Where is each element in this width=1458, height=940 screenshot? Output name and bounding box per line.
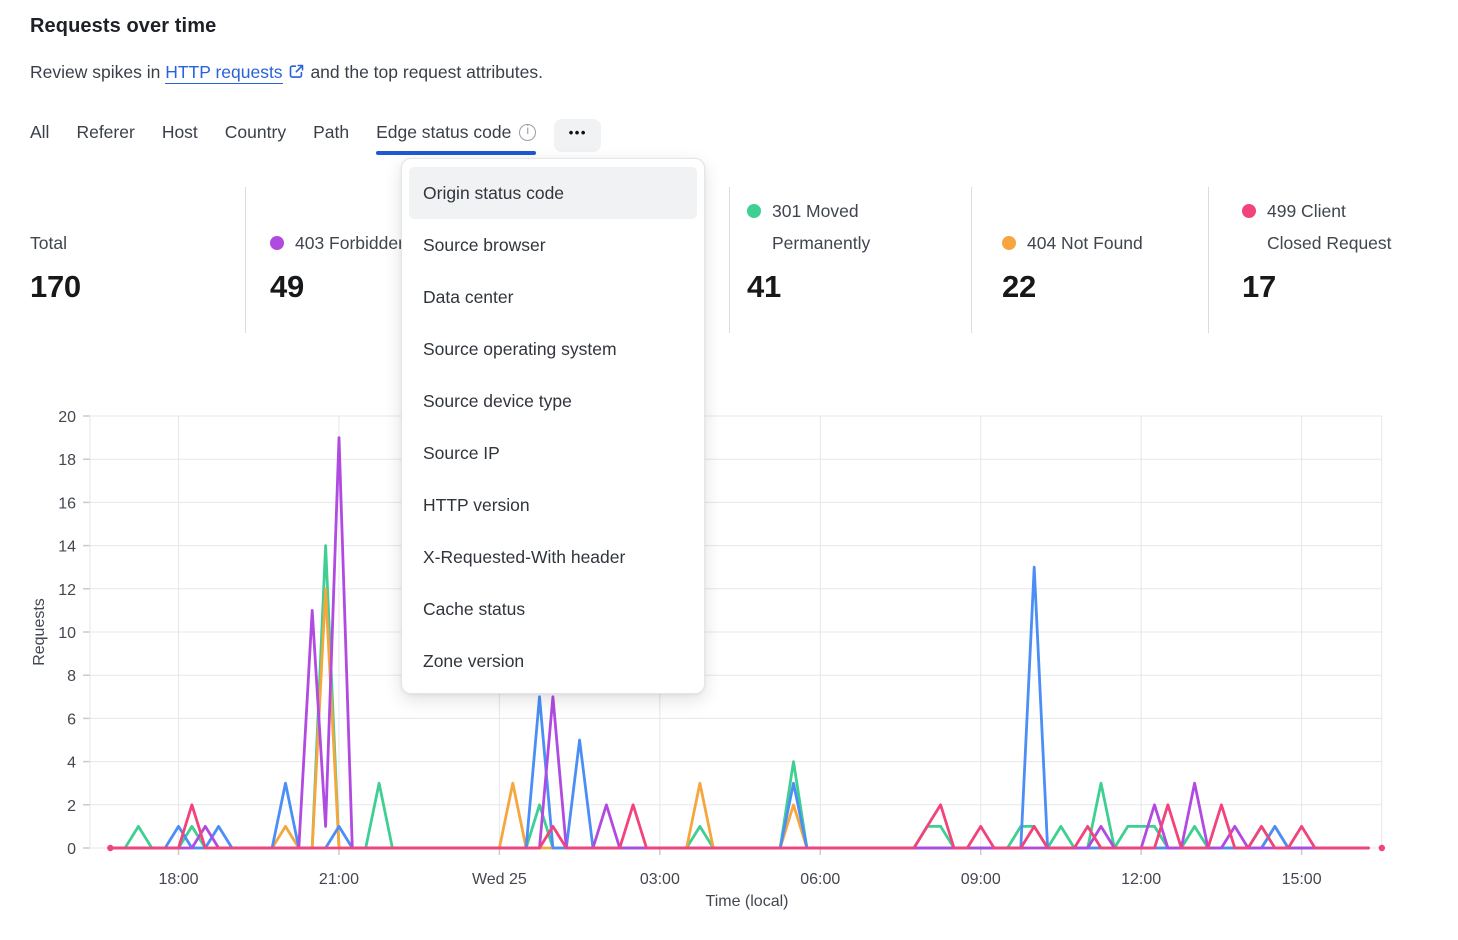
stat-label: 499 Client Closed Request bbox=[1267, 201, 1392, 253]
attribute-dropdown-menu: Origin status code Source browser Data c… bbox=[401, 158, 705, 694]
svg-text:6: 6 bbox=[67, 711, 76, 728]
external-link-icon bbox=[289, 63, 304, 84]
tab-host[interactable]: Host bbox=[161, 121, 198, 142]
info-icon[interactable] bbox=[519, 123, 537, 141]
svg-text:03:00: 03:00 bbox=[640, 871, 680, 888]
stat-label: Total bbox=[30, 233, 67, 253]
svg-text:06:00: 06:00 bbox=[800, 871, 840, 888]
svg-text:10: 10 bbox=[58, 625, 76, 642]
svg-text:14: 14 bbox=[58, 539, 76, 556]
svg-text:Time (local): Time (local) bbox=[706, 893, 789, 910]
stat-value: 49 bbox=[270, 269, 304, 304]
tab-edge-status-code[interactable]: Edge status code bbox=[376, 116, 537, 155]
stat-value: 170 bbox=[30, 269, 81, 304]
series-dot-icon bbox=[1242, 204, 1256, 218]
svg-text:12: 12 bbox=[58, 582, 76, 599]
stat-card-301-moved-permanently: 301 Moved Permanently 41 bbox=[747, 193, 870, 305]
svg-text:Requests: Requests bbox=[31, 598, 48, 666]
svg-text:21:00: 21:00 bbox=[319, 871, 359, 888]
svg-text:2: 2 bbox=[67, 798, 76, 815]
tab-country[interactable]: Country bbox=[224, 121, 287, 142]
svg-text:0: 0 bbox=[67, 841, 76, 858]
menu-item-zone-version[interactable]: Zone version bbox=[423, 650, 525, 671]
stat-card-403-forbidden: 403 Forbidden 49 bbox=[270, 193, 408, 305]
attribute-tabs-bar: All Referer Host Country Path Edge statu… bbox=[30, 116, 602, 155]
page-subtitle: Review spikes in HTTP requests and the t… bbox=[30, 62, 543, 84]
svg-text:12:00: 12:00 bbox=[1121, 871, 1161, 888]
svg-text:18:00: 18:00 bbox=[158, 871, 198, 888]
subtitle-suffix: and the top request attributes. bbox=[310, 62, 543, 82]
more-tabs-button[interactable]: ••• bbox=[554, 118, 602, 152]
page-title: Requests over time bbox=[30, 15, 217, 37]
svg-text:15:00: 15:00 bbox=[1282, 871, 1322, 888]
column-divider bbox=[971, 187, 972, 333]
stat-label: 301 Moved Permanently bbox=[772, 201, 871, 253]
series-dot-icon bbox=[747, 204, 761, 218]
column-divider bbox=[729, 187, 730, 333]
stat-label: 404 Not Found bbox=[1027, 233, 1143, 253]
menu-item-source-operating-system[interactable]: Source operating system bbox=[423, 338, 617, 359]
subtitle-prefix: Review spikes in bbox=[30, 62, 161, 82]
svg-text:8: 8 bbox=[67, 668, 76, 685]
tab-path[interactable]: Path bbox=[313, 121, 350, 142]
http-requests-link[interactable]: HTTP requests bbox=[165, 62, 283, 84]
menu-item-cache-status[interactable]: Cache status bbox=[423, 598, 526, 619]
svg-text:Wed 25: Wed 25 bbox=[472, 871, 527, 888]
series-dot-icon bbox=[270, 236, 284, 250]
svg-text:18: 18 bbox=[58, 452, 76, 469]
svg-text:20: 20 bbox=[58, 409, 76, 426]
stat-card-499-client-closed-request: 499 Client Closed Request 17 bbox=[1242, 193, 1392, 305]
stats-row: Total 170 403 Forbidden 49 301 Moved Per… bbox=[0, 185, 1458, 335]
tab-all[interactable]: All bbox=[30, 121, 50, 142]
stat-value: 41 bbox=[747, 269, 781, 304]
stat-card-404-not-found: 404 Not Found 22 bbox=[1002, 193, 1143, 305]
menu-item-source-browser[interactable]: Source browser bbox=[423, 234, 546, 255]
stat-value: 22 bbox=[1002, 269, 1036, 304]
tab-edge-status-code-label: Edge status code bbox=[376, 121, 512, 142]
svg-text:4: 4 bbox=[67, 755, 76, 772]
series-dot-icon bbox=[1002, 236, 1016, 250]
svg-text:09:00: 09:00 bbox=[961, 871, 1001, 888]
column-divider bbox=[245, 187, 246, 333]
stat-label: 403 Forbidden bbox=[295, 233, 408, 253]
svg-text:16: 16 bbox=[58, 495, 76, 512]
menu-item-http-version[interactable]: HTTP version bbox=[423, 494, 530, 515]
stat-value: 17 bbox=[1242, 269, 1276, 304]
tab-referer[interactable]: Referer bbox=[76, 121, 135, 142]
menu-item-source-ip[interactable]: Source IP bbox=[423, 442, 500, 463]
column-divider bbox=[1208, 187, 1209, 333]
menu-item-data-center[interactable]: Data center bbox=[423, 286, 514, 307]
menu-item-x-requested-with-header[interactable]: X-Requested-With header bbox=[423, 546, 626, 567]
menu-item-source-device-type[interactable]: Source device type bbox=[423, 390, 572, 411]
menu-item-origin-status-code[interactable]: Origin status code bbox=[409, 167, 697, 219]
stat-card-total: Total 170 bbox=[30, 193, 81, 305]
